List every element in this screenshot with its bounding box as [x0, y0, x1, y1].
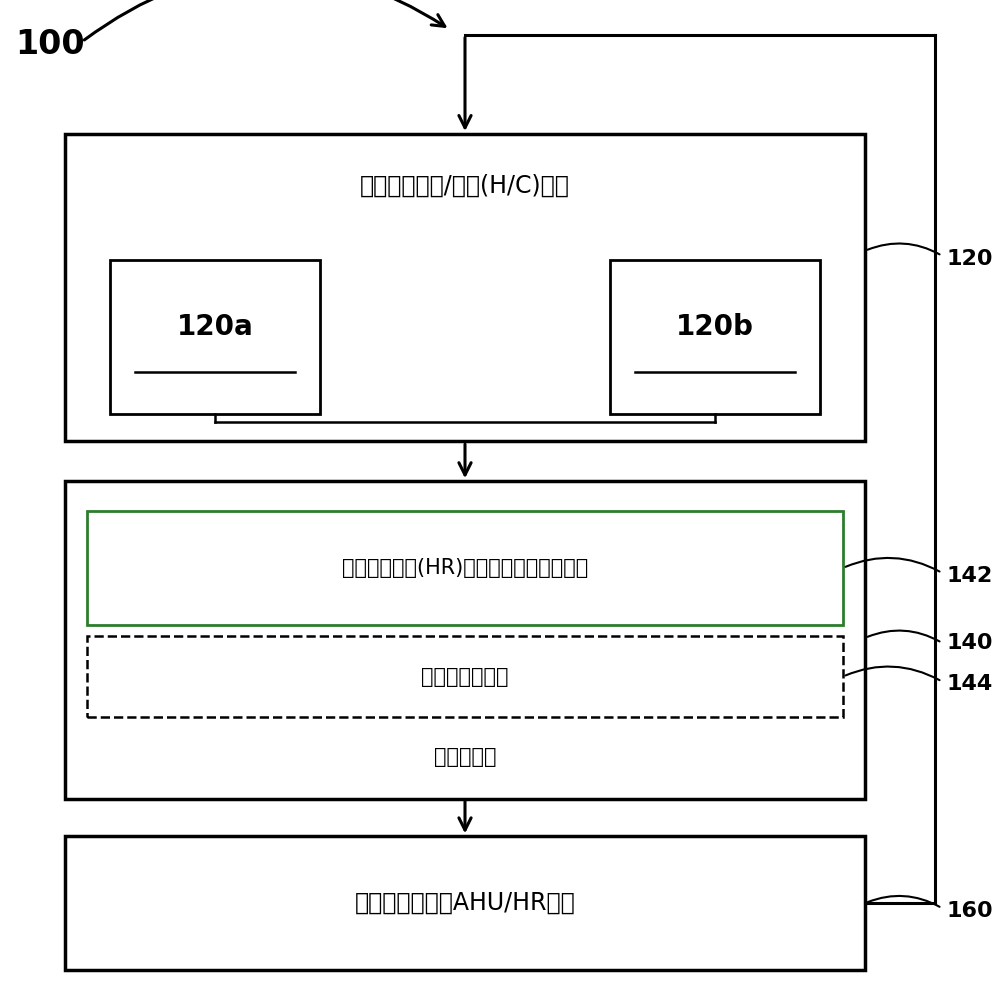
Text: 160: 160 [947, 901, 994, 922]
Text: 120b: 120b [676, 312, 754, 341]
Bar [65, 836, 865, 970]
FancyArrowPatch shape [868, 243, 940, 254]
FancyArrowPatch shape [846, 558, 940, 571]
Text: 确定任选的约束: 确定任选的约束 [421, 667, 509, 686]
Text: 将设定点发送至AHU/HR装置: 将设定点发送至AHU/HR装置 [355, 891, 575, 916]
FancyArrowPatch shape [868, 896, 940, 907]
FancyArrowPatch shape [846, 667, 940, 681]
Text: 120a: 120a [177, 312, 253, 341]
FancyArrowPatch shape [868, 631, 940, 642]
Text: 120: 120 [947, 249, 993, 269]
Text: 确定设定点: 确定设定点 [434, 747, 496, 767]
Bar [610, 260, 820, 414]
FancyArrowPatch shape [84, 0, 445, 40]
Text: 142: 142 [947, 565, 993, 586]
Text: 容量在热回收(HR)装置处是否是可利用的: 容量在热回收(HR)装置处是否是可利用的 [342, 558, 588, 578]
Bar [65, 134, 865, 441]
Bar [87, 511, 843, 625]
Bar [110, 260, 320, 414]
Bar [65, 481, 865, 799]
Bar [87, 636, 843, 717]
Text: 140: 140 [947, 633, 993, 653]
Text: 确定平均加热/冷却(H/C)需求: 确定平均加热/冷却(H/C)需求 [360, 174, 570, 197]
Text: 100: 100 [15, 28, 85, 61]
Text: 144: 144 [947, 675, 993, 694]
